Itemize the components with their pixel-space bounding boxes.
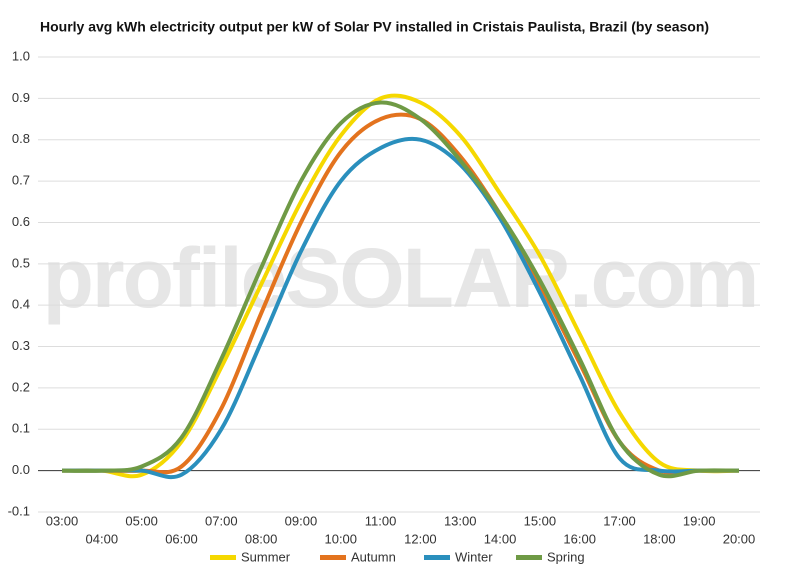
x-tick-label: 13:00 (444, 513, 477, 528)
x-tick-label: 06:00 (165, 531, 198, 546)
legend-label: Spring (547, 549, 585, 564)
x-tick-label: 10:00 (324, 531, 357, 546)
y-tick-label: 0.1 (12, 421, 30, 436)
y-tick-label: 0.2 (12, 379, 30, 394)
chart-title: Hourly avg kWh electricity output per kW… (40, 19, 709, 35)
x-tick-label: 14:00 (484, 531, 517, 546)
x-tick-label: 12:00 (404, 531, 437, 546)
x-tick-label: 04:00 (86, 531, 119, 546)
legend-item: Winter (424, 549, 493, 564)
legend-label: Autumn (351, 549, 396, 564)
legend-item: Spring (516, 549, 585, 564)
legend-swatch (210, 555, 236, 560)
x-tick-label: 15:00 (524, 513, 557, 528)
series-line (61, 100, 740, 479)
y-tick-label: 0.7 (12, 173, 30, 188)
x-tick-label: 18:00 (643, 531, 676, 546)
series-line (61, 136, 739, 480)
watermark: profileSOLAR.com (43, 231, 758, 325)
y-tick-label: 0.0 (12, 462, 30, 477)
y-tick-label: 0.3 (12, 338, 30, 353)
legend-item: Summer (210, 549, 291, 564)
y-tick-label: 1.0 (12, 48, 30, 63)
x-tick-label: 09:00 (285, 513, 318, 528)
x-tick-label: 05:00 (125, 513, 158, 528)
x-tick-label: 11:00 (365, 513, 397, 528)
legend-item: Autumn (320, 549, 396, 564)
legend-swatch (320, 555, 346, 560)
x-tick-label: 07:00 (205, 513, 238, 528)
x-tick-label: 20:00 (723, 531, 756, 546)
y-tick-label: 0.4 (12, 297, 30, 312)
legend-swatch (516, 555, 542, 560)
y-tick-label: 0.8 (12, 131, 30, 146)
y-tick-label: -0.1 (8, 503, 30, 518)
y-tick-label: 0.6 (12, 214, 30, 229)
x-tick-label: 16:00 (563, 531, 596, 546)
x-tick-label: 19:00 (683, 513, 716, 528)
series-line (61, 93, 740, 479)
x-tick-label: 03:00 (46, 513, 79, 528)
x-tick-label: 17:00 (603, 513, 636, 528)
legend-label: Winter (455, 549, 493, 564)
legend-label: Summer (241, 549, 291, 564)
x-tick-label: 08:00 (245, 531, 278, 546)
y-tick-label: 0.9 (12, 90, 30, 105)
y-tick-label: 0.5 (12, 255, 30, 270)
legend-swatch (424, 555, 450, 560)
